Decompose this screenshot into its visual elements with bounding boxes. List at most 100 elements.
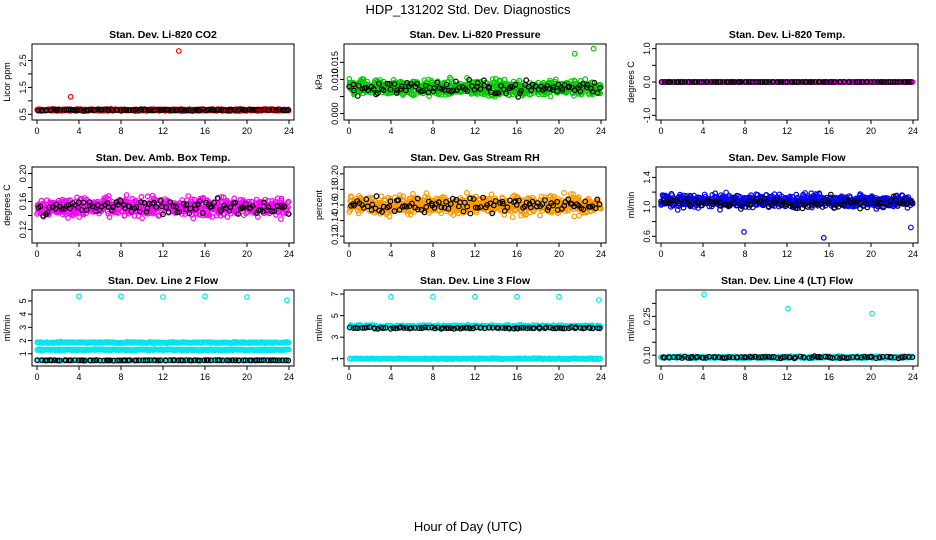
data-point: [285, 203, 291, 210]
data-point: [92, 107, 99, 113]
data-point: [448, 200, 454, 207]
data-point: [704, 197, 711, 204]
data-point: [163, 106, 170, 113]
data-point: [196, 107, 203, 114]
data-point: [270, 357, 277, 364]
data-point: [710, 79, 717, 85]
data-point: [826, 200, 833, 206]
data-point: [166, 106, 172, 113]
data-point: [215, 106, 222, 113]
data-point: [663, 200, 669, 207]
x-tick-label: 16: [824, 249, 834, 259]
data-point: [515, 197, 522, 204]
panel-ambbox: Stan. Dev. Amb. Box Temp.0 4 8 12 16 20 240.12…: [2, 152, 295, 259]
data-point: [386, 203, 393, 210]
data-point: [285, 106, 292, 113]
data-point: [738, 200, 745, 206]
data-point: [351, 87, 357, 94]
y-tick-label: 1.0: [642, 42, 652, 55]
data-point: [684, 195, 690, 202]
data-point: [880, 204, 887, 211]
x-tick-label: 4: [76, 126, 81, 136]
data-point: [864, 204, 871, 211]
data-point: [160, 211, 166, 218]
data-point: [272, 357, 279, 364]
data-point: [704, 79, 711, 85]
data-point: [285, 211, 292, 217]
data-point: [170, 203, 177, 210]
data-point: [776, 196, 783, 203]
panel-title: Stan. Dev. Li-820 CO2: [109, 29, 217, 41]
x-tick-label: 8: [742, 249, 747, 259]
x-tick-label: 0: [346, 372, 351, 382]
data-points: [346, 45, 604, 100]
x-tick-label: 12: [158, 249, 168, 259]
panel-title: Stan. Dev. Amb. Box Temp.: [96, 152, 231, 164]
x-tick-label: 4: [76, 372, 81, 382]
y-axis-label: Licor ppm: [2, 62, 12, 102]
data-point: [270, 106, 277, 113]
data-point: [269, 208, 275, 215]
data-point: [185, 107, 192, 114]
data-point: [202, 293, 208, 300]
data-point: [908, 79, 914, 85]
data-point: [857, 205, 863, 212]
data-point: [200, 106, 207, 113]
data-point: [544, 207, 551, 213]
data-point: [707, 79, 714, 85]
x-tick-label: 20: [554, 126, 564, 136]
data-point: [523, 77, 530, 84]
data-point: [355, 82, 362, 89]
y-axis-label: degrees C: [2, 184, 12, 226]
x-tick-label: 0: [34, 372, 39, 382]
data-point: [902, 79, 909, 85]
data-point: [830, 79, 837, 85]
data-point: [194, 106, 201, 113]
data-point: [153, 203, 160, 210]
data-point: [489, 210, 496, 217]
data-point: [114, 106, 121, 113]
data-point: [456, 84, 463, 91]
data-point: [555, 81, 562, 88]
data-point: [443, 198, 450, 205]
x-tick-label: 16: [200, 372, 210, 382]
data-point: [897, 79, 904, 85]
x-tick-label: 4: [76, 249, 81, 259]
x-tick-label: 24: [284, 249, 294, 259]
y-tick-label: 0.14: [330, 212, 340, 230]
data-point: [285, 339, 292, 346]
data-point: [101, 106, 108, 113]
data-point: [565, 196, 572, 203]
data-point: [204, 357, 211, 364]
data-point: [533, 203, 540, 210]
data-point: [160, 106, 167, 113]
data-point: [537, 212, 543, 219]
data-point: [470, 196, 477, 202]
data-point: [474, 204, 481, 211]
data-point: [477, 86, 484, 92]
data-point: [285, 346, 292, 353]
data-point: [118, 293, 124, 300]
x-tick-label: 0: [658, 249, 663, 259]
data-point: [500, 200, 506, 207]
data-point: [374, 90, 381, 97]
y-tick-label: 2: [18, 338, 28, 343]
y-tick-label: 7: [330, 292, 340, 297]
y-tick-label: 0.015: [330, 51, 340, 74]
data-point: [86, 202, 93, 209]
data-point: [825, 198, 831, 205]
data-point: [698, 79, 705, 85]
data-point: [849, 79, 856, 85]
data-points: [34, 293, 292, 364]
data-point: [192, 206, 199, 213]
data-point: [720, 79, 727, 85]
data-point: [105, 192, 112, 199]
x-tick-label: 20: [242, 249, 252, 259]
data-point: [180, 200, 187, 207]
data-point: [226, 357, 233, 364]
data-point: [76, 293, 82, 300]
data-point: [504, 204, 511, 211]
data-point: [167, 199, 174, 206]
data-point: [137, 199, 144, 206]
data-point: [677, 196, 683, 203]
